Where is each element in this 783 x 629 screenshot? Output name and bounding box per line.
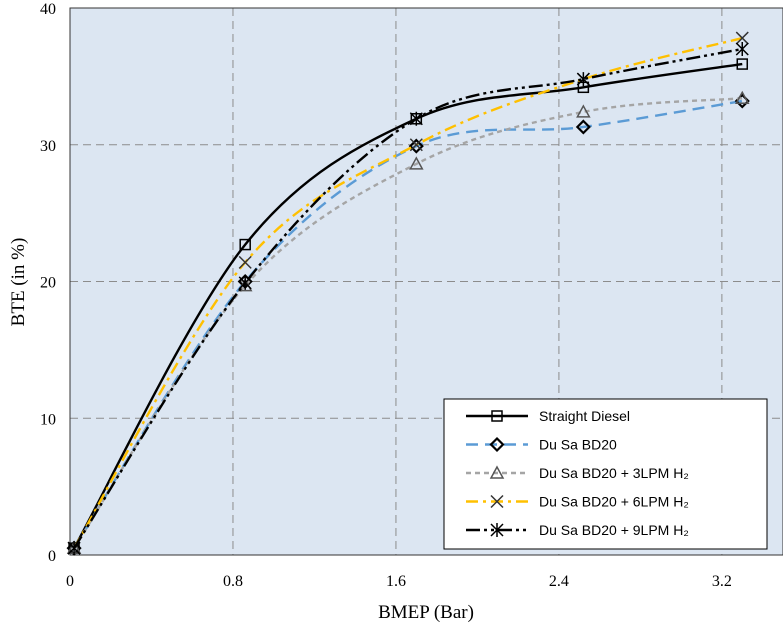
data-point xyxy=(409,138,423,152)
series-5 xyxy=(67,42,749,556)
y-tick-label: 20 xyxy=(40,275,56,292)
legend-entry: Straight Diesel xyxy=(466,408,630,424)
x-axis-title: BMEP (Bar) xyxy=(378,602,474,623)
series-line xyxy=(73,62,743,549)
legend-marker xyxy=(489,436,505,453)
data-point xyxy=(67,541,81,556)
legend-marker xyxy=(491,410,503,422)
x-tick-label: 2.4 xyxy=(549,573,569,590)
data-point xyxy=(735,42,749,57)
y-tick-label: 10 xyxy=(40,411,56,428)
legend-entry: Du Sa BD20 + 3LPM H₂ xyxy=(466,465,689,481)
x-tick-label: 1.6 xyxy=(386,573,406,590)
legend-label: Du Sa BD20 + 6LPM H₂ xyxy=(539,494,689,510)
series-line xyxy=(73,47,743,549)
data-point xyxy=(238,255,252,269)
legend-marker xyxy=(490,523,504,537)
legend: Straight Diesel Du Sa BD20 Du Sa BD20 + 3L… xyxy=(443,398,768,550)
legend-label: Straight Diesel xyxy=(539,408,630,424)
legend-entry: Du Sa BD20 + 6LPM H₂ xyxy=(466,494,689,510)
x-tick-label: 0.8 xyxy=(223,573,243,590)
y-tick-label: 40 xyxy=(40,1,56,18)
data-point xyxy=(409,111,423,126)
legend-label: Du Sa BD20 + 3LPM H₂ xyxy=(539,465,689,481)
data-point xyxy=(239,238,251,251)
series-layer xyxy=(66,31,750,556)
x-tick-label: 3.2 xyxy=(712,573,732,590)
data-point xyxy=(735,31,749,45)
series-line xyxy=(73,36,743,549)
data-point xyxy=(408,138,424,154)
data-point xyxy=(409,156,424,170)
plot-border xyxy=(69,7,783,556)
data-point xyxy=(734,90,750,105)
legend-label: Du Sa BD20 + 9LPM H₂ xyxy=(539,522,689,538)
y-tick-label: 0 xyxy=(48,548,56,565)
y-tick-label: 30 xyxy=(40,138,56,155)
data-point xyxy=(576,72,590,87)
y-axis-title: BTE (in %) xyxy=(8,238,29,327)
legend-marker xyxy=(489,465,505,479)
x-tick-label: 0 xyxy=(66,573,74,590)
legend-entry: Du Sa BD20 xyxy=(466,437,617,453)
data-point xyxy=(736,58,749,70)
legend-label: Du Sa BD20 xyxy=(539,437,617,453)
legend-entry: Du Sa BD20 + 9LPM H₂ xyxy=(466,522,689,538)
data-point xyxy=(238,275,252,290)
tick-labels: 0 0.8 1.6 2.4 3.2 0 10 20 30 40 xyxy=(40,1,732,590)
data-point xyxy=(575,119,591,135)
data-point xyxy=(576,104,591,118)
legend-marker xyxy=(490,494,504,509)
